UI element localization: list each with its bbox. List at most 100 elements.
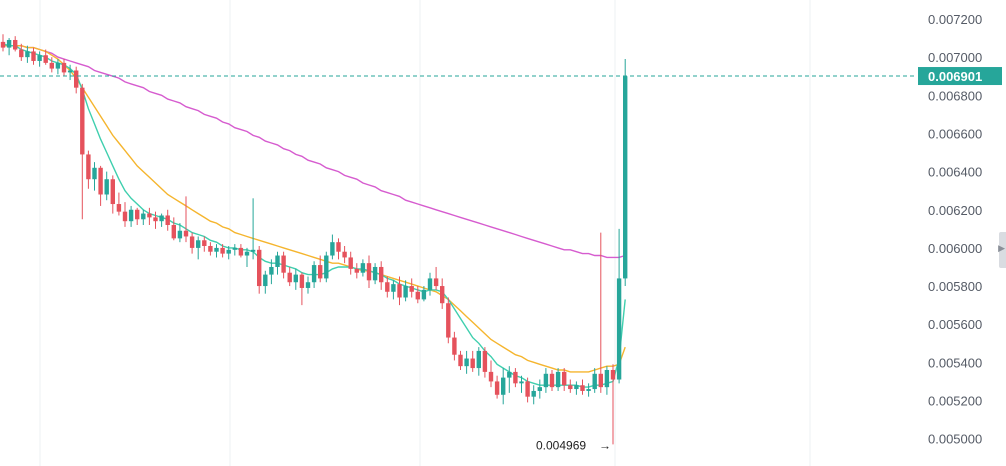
candle-body bbox=[275, 255, 280, 267]
candle-body bbox=[494, 381, 500, 395]
candle-body bbox=[257, 249, 262, 287]
candle-body bbox=[385, 282, 390, 292]
candle bbox=[116, 192, 122, 216]
candle-body bbox=[354, 268, 359, 273]
candle bbox=[568, 379, 573, 393]
candle-body bbox=[159, 215, 164, 222]
candle bbox=[0, 34, 6, 52]
chart-grid bbox=[39, 0, 811, 466]
candle-body bbox=[269, 266, 274, 275]
candle-body bbox=[147, 213, 152, 218]
candle-body bbox=[299, 274, 305, 288]
candle bbox=[61, 59, 67, 77]
candle-body bbox=[49, 62, 54, 69]
candle bbox=[354, 263, 359, 279]
candle-body bbox=[208, 245, 213, 252]
candle-body bbox=[330, 242, 335, 256]
candle-body bbox=[232, 247, 237, 250]
candle bbox=[513, 368, 518, 388]
last-price-tag-bg bbox=[918, 67, 1002, 86]
candle-body bbox=[263, 274, 268, 287]
candle bbox=[324, 251, 329, 283]
candle bbox=[592, 368, 597, 393]
candle-body bbox=[183, 230, 189, 237]
candle bbox=[220, 244, 225, 258]
candle bbox=[421, 286, 427, 302]
candle bbox=[476, 347, 481, 376]
candle bbox=[55, 59, 61, 75]
candle bbox=[189, 232, 195, 254]
candle bbox=[440, 278, 445, 309]
candle-body bbox=[488, 371, 494, 382]
candle-body bbox=[598, 373, 603, 388]
candle bbox=[360, 259, 366, 277]
candle bbox=[555, 368, 561, 391]
y-tick-label: 0.006000 bbox=[928, 241, 982, 256]
candle bbox=[501, 368, 506, 405]
candle bbox=[19, 43, 24, 61]
candle bbox=[580, 379, 585, 395]
candle-body bbox=[98, 167, 103, 195]
candle bbox=[330, 234, 335, 260]
candle-body bbox=[452, 337, 457, 355]
candle bbox=[403, 280, 408, 302]
candle bbox=[623, 59, 628, 287]
candle bbox=[385, 276, 390, 298]
candle-body bbox=[360, 263, 366, 273]
candle bbox=[311, 261, 317, 288]
candle bbox=[598, 232, 603, 393]
candle-body bbox=[616, 278, 622, 380]
candle-body bbox=[446, 303, 451, 338]
candle-body bbox=[43, 55, 48, 63]
candle bbox=[610, 364, 616, 445]
candle bbox=[196, 236, 201, 260]
candle-body bbox=[427, 278, 433, 290]
candle-body bbox=[318, 265, 323, 279]
candle-body bbox=[31, 51, 36, 61]
candle bbox=[31, 47, 36, 65]
candle bbox=[427, 272, 433, 296]
candle bbox=[141, 209, 146, 226]
candle bbox=[409, 278, 414, 298]
candle bbox=[372, 263, 378, 285]
candle-body bbox=[464, 358, 469, 367]
candlesticks bbox=[0, 34, 628, 445]
candle-body bbox=[6, 39, 12, 48]
y-tick-label: 0.005200 bbox=[928, 394, 982, 409]
candle-body bbox=[293, 274, 298, 283]
candle-body bbox=[531, 390, 536, 397]
candle bbox=[171, 217, 176, 241]
candle bbox=[287, 266, 292, 287]
candle-body bbox=[537, 387, 542, 391]
candle bbox=[238, 244, 244, 258]
candle bbox=[153, 211, 158, 229]
candle bbox=[122, 202, 128, 227]
candle-body bbox=[482, 350, 488, 372]
candle bbox=[214, 244, 219, 258]
candle-body bbox=[196, 240, 201, 248]
candle bbox=[562, 368, 567, 391]
candle bbox=[458, 350, 463, 370]
candle-body bbox=[25, 51, 30, 58]
candle-body bbox=[604, 369, 610, 388]
candle-body bbox=[513, 371, 518, 384]
y-axis: 0.007200 0.007000 0.006800 0.006600 0.006400… bbox=[928, 12, 982, 447]
candle-body bbox=[37, 55, 42, 61]
candle-body bbox=[110, 179, 115, 205]
ma-mid-line bbox=[3, 45, 626, 373]
candle-body bbox=[281, 255, 286, 273]
y-tick-label: 0.006800 bbox=[928, 88, 982, 103]
chevron-right-icon[interactable]: ▶ bbox=[998, 244, 1005, 254]
candle-body bbox=[128, 209, 134, 222]
candle bbox=[488, 360, 494, 388]
candle bbox=[415, 286, 420, 304]
axis-collapse-handle[interactable] bbox=[999, 232, 1006, 268]
ma-slow-line bbox=[3, 45, 626, 259]
y-tick-label: 0.005600 bbox=[928, 317, 982, 332]
candle bbox=[433, 266, 439, 290]
candle-body bbox=[568, 385, 573, 390]
candle bbox=[128, 205, 134, 227]
candle-body bbox=[507, 371, 512, 378]
candle-body bbox=[519, 381, 524, 384]
